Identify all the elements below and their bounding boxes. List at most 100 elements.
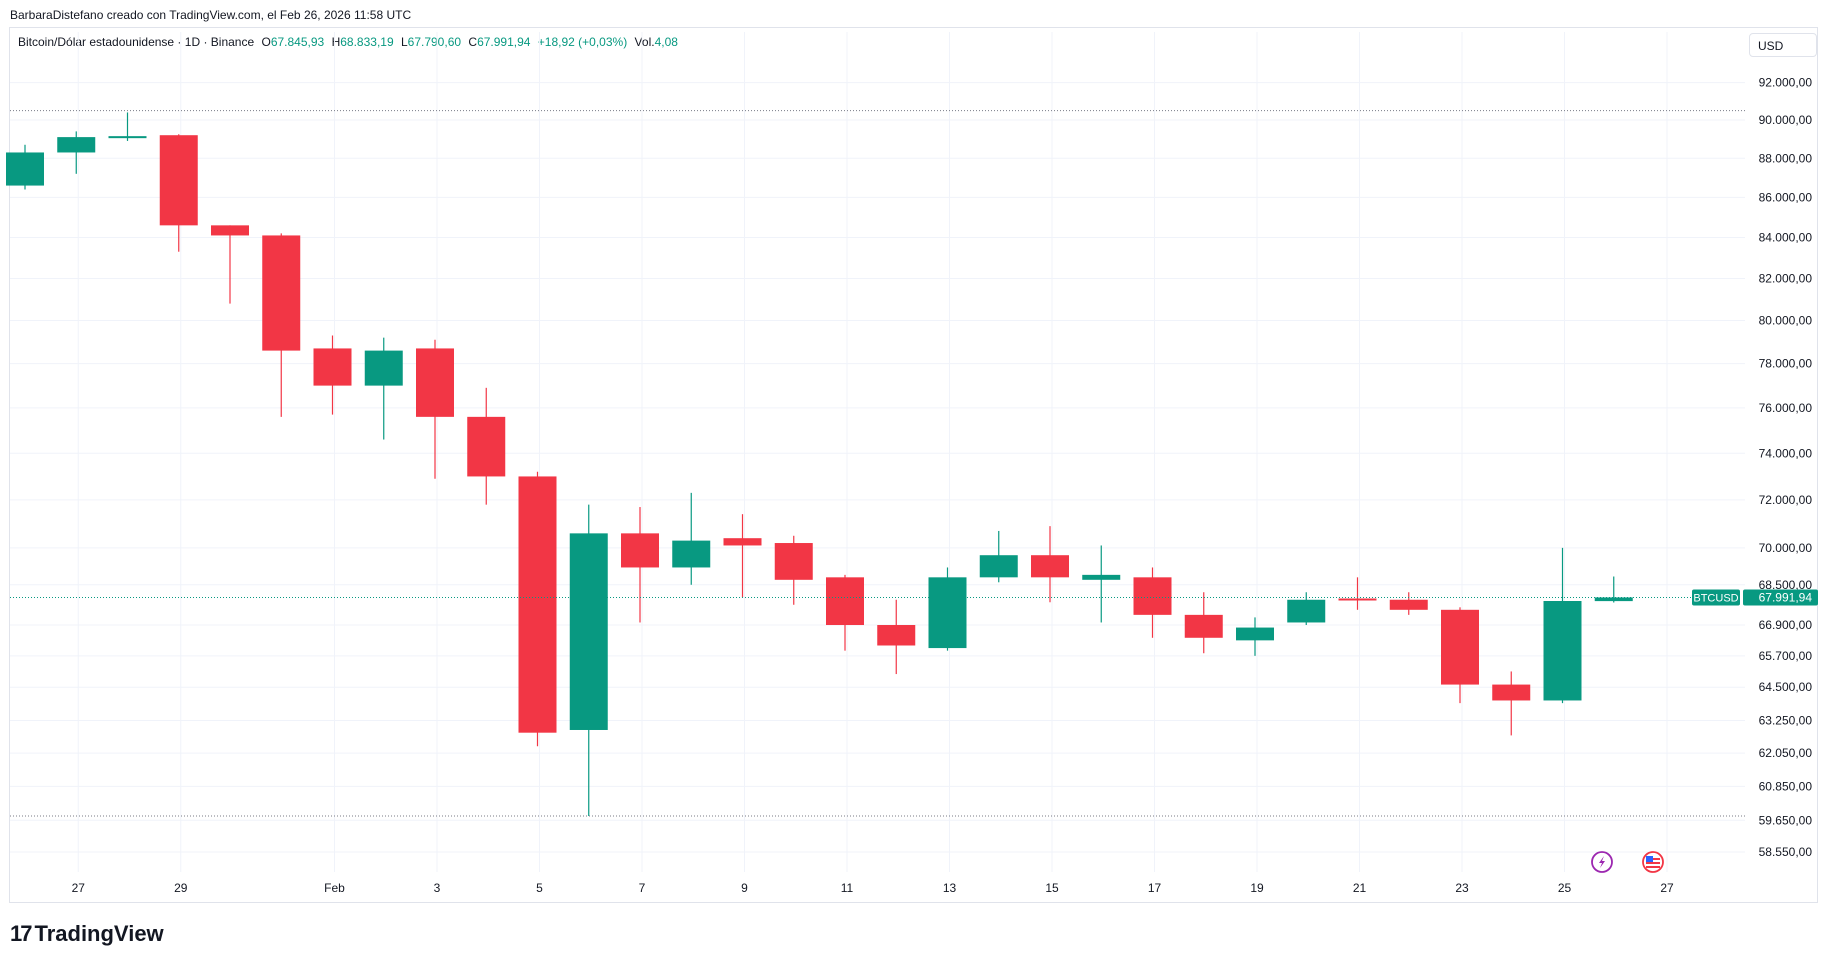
time-tick-label: 23 — [1455, 881, 1469, 895]
candle — [1492, 671, 1531, 736]
price-tick-label: 66.900,00 — [1759, 618, 1813, 632]
candle-body — [467, 416, 506, 477]
candle-body — [1287, 599, 1326, 623]
candle — [1236, 617, 1274, 656]
candle — [1543, 547, 1582, 704]
price-tick-label: 86.000,00 — [1759, 190, 1813, 204]
time-tick-label: 21 — [1353, 881, 1367, 895]
chart-frame — [9, 27, 1818, 903]
volume-label: Vol. — [634, 35, 655, 49]
candle — [364, 337, 403, 440]
last-price-tag: 67.991,94 — [1759, 590, 1813, 604]
last-price-tag-bg — [1743, 589, 1818, 606]
price-tick-label: 58.550,00 — [1759, 845, 1813, 859]
price-tick-label: 63.250,00 — [1759, 714, 1813, 728]
time-tick-label: 25 — [1558, 881, 1572, 895]
candle — [467, 387, 506, 505]
ohlc-legend: Bitcoin/Dólar estadounidense · 1D · Bina… — [18, 35, 678, 49]
time-tick-label: 29 — [174, 881, 188, 895]
candle-body — [1236, 627, 1274, 641]
price-tick-label: 68.500,00 — [1759, 578, 1813, 592]
time-tick-label: 17 — [1148, 881, 1162, 895]
candle — [108, 112, 147, 141]
price-tick-label: 92.000,00 — [1759, 76, 1813, 90]
candle — [672, 492, 711, 585]
chart-credit: BarbaraDistefano creado con TradingView.… — [10, 8, 412, 22]
candle-body — [1441, 609, 1479, 685]
candle-body — [979, 555, 1018, 578]
candle-body — [211, 225, 249, 236]
last-price-marker: BTCUSD 67.991,94 — [10, 589, 1818, 606]
candle-body — [313, 348, 352, 386]
candle — [6, 144, 44, 190]
tradingview-logo-icon: 17 — [10, 921, 33, 946]
candle — [774, 535, 813, 605]
candle-body — [1492, 684, 1531, 701]
candle — [57, 131, 96, 174]
candle — [159, 134, 198, 252]
price-tick-label: 59.650,00 — [1759, 813, 1813, 827]
time-axis[interactable]: 27 29 Feb 3 5 7 9 11 13 15 17 19 21 23 25 27 — [72, 881, 1674, 895]
change-value: +18,92 (+0,03%) — [537, 35, 628, 49]
time-tick-label: 7 — [639, 881, 646, 895]
us-flag-icon[interactable] — [1642, 851, 1664, 873]
candle-body — [1594, 597, 1633, 602]
price-tick-label: 80.000,00 — [1759, 314, 1813, 328]
open-value: 67.845,93 — [270, 35, 325, 49]
tradingview-logo[interactable]: 17 TradingView — [10, 921, 164, 947]
price-tick-label: 74.000,00 — [1759, 446, 1813, 460]
price-tick-label: 76.000,00 — [1759, 401, 1813, 415]
candle-body — [928, 577, 967, 649]
candle-body — [262, 235, 301, 351]
price-tick-label: 65.700,00 — [1759, 649, 1813, 663]
logo-text: TradingView — [34, 921, 164, 946]
price-axis[interactable]: 92.000,00 90.000,00 88.000,00 86.000,00 84.0… — [1759, 76, 1813, 859]
candle — [518, 471, 557, 747]
candle — [979, 530, 1018, 583]
candles — [6, 112, 1633, 817]
price-tick-label: 90.000,00 — [1759, 113, 1813, 127]
candle-body — [672, 540, 711, 568]
candle — [1594, 576, 1633, 603]
candle-body — [57, 137, 96, 153]
candle-body — [1031, 555, 1069, 578]
candle-body — [108, 136, 147, 139]
grid-lines — [10, 32, 1745, 872]
price-tick-label: 62.050,00 — [1759, 746, 1813, 760]
candle — [877, 599, 916, 675]
candle-body — [774, 543, 813, 580]
candle — [211, 225, 249, 304]
candle-body — [159, 135, 198, 226]
candle-body — [364, 350, 403, 386]
open-label: O — [261, 35, 271, 49]
time-tick-label: 3 — [434, 881, 441, 895]
candle-body — [1082, 574, 1121, 580]
price-tick-label: 82.000,00 — [1759, 271, 1813, 285]
candle-body — [416, 348, 454, 417]
candle-body — [1133, 577, 1172, 615]
symbol-tag: BTCUSD — [1693, 592, 1738, 604]
close-label: C — [468, 35, 478, 49]
time-tick-label: 5 — [536, 881, 543, 895]
time-tick-label: 27 — [1660, 881, 1674, 895]
candle — [1133, 567, 1172, 638]
currency-button[interactable]: USD — [1749, 33, 1817, 57]
candle-body — [1184, 614, 1223, 638]
candle-body — [723, 538, 762, 546]
candle — [262, 233, 301, 417]
time-tick-label: Feb — [324, 881, 345, 895]
candle — [723, 514, 762, 598]
time-tick-label: 15 — [1045, 881, 1059, 895]
lightning-icon[interactable] — [1591, 851, 1613, 873]
symbol-description[interactable]: Bitcoin/Dólar estadounidense · 1D · Bina… — [18, 35, 255, 49]
time-tick-label: 13 — [943, 881, 957, 895]
candle-body — [6, 152, 44, 186]
time-tick-label: 19 — [1250, 881, 1264, 895]
candle — [313, 335, 352, 415]
volume-value: 4,08 — [654, 35, 678, 49]
price-tick-label: 78.000,00 — [1759, 357, 1813, 371]
candle-body — [1389, 599, 1428, 610]
candle — [1184, 592, 1223, 654]
candle — [1082, 545, 1121, 623]
